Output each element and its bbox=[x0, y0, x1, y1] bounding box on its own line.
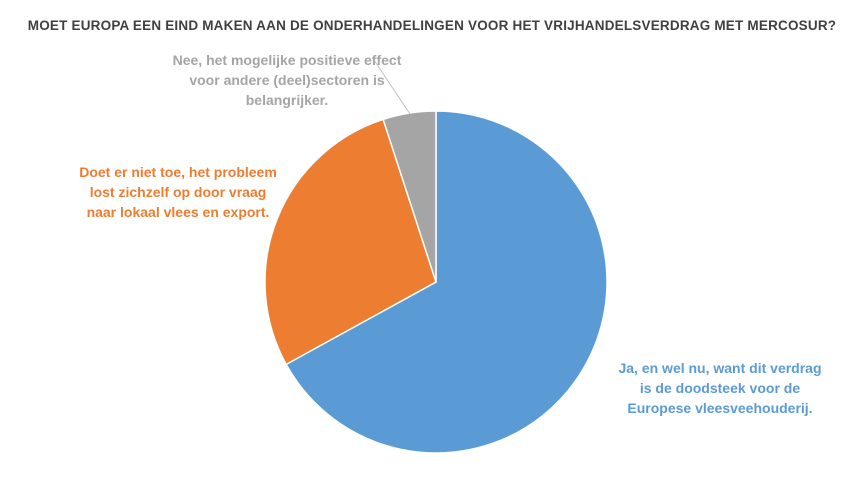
pie-slice-ja bbox=[285, 110, 608, 454]
pie-slice-doet-er-niet-toe bbox=[264, 118, 437, 366]
data-label-nee: Nee, het mogelijke positieve effect voor… bbox=[172, 52, 402, 108]
data-label-ja: Ja, en wel nu, want dit verdrag is de do… bbox=[618, 360, 822, 416]
data-label-doet-er-niet-toe: Doet er niet toe, het probleem lost zich… bbox=[79, 164, 277, 220]
chart-title: MOET EUROPA EEN EIND MAKEN AAN DE ONDERH… bbox=[27, 18, 837, 33]
leader-line-nee bbox=[373, 59, 411, 115]
